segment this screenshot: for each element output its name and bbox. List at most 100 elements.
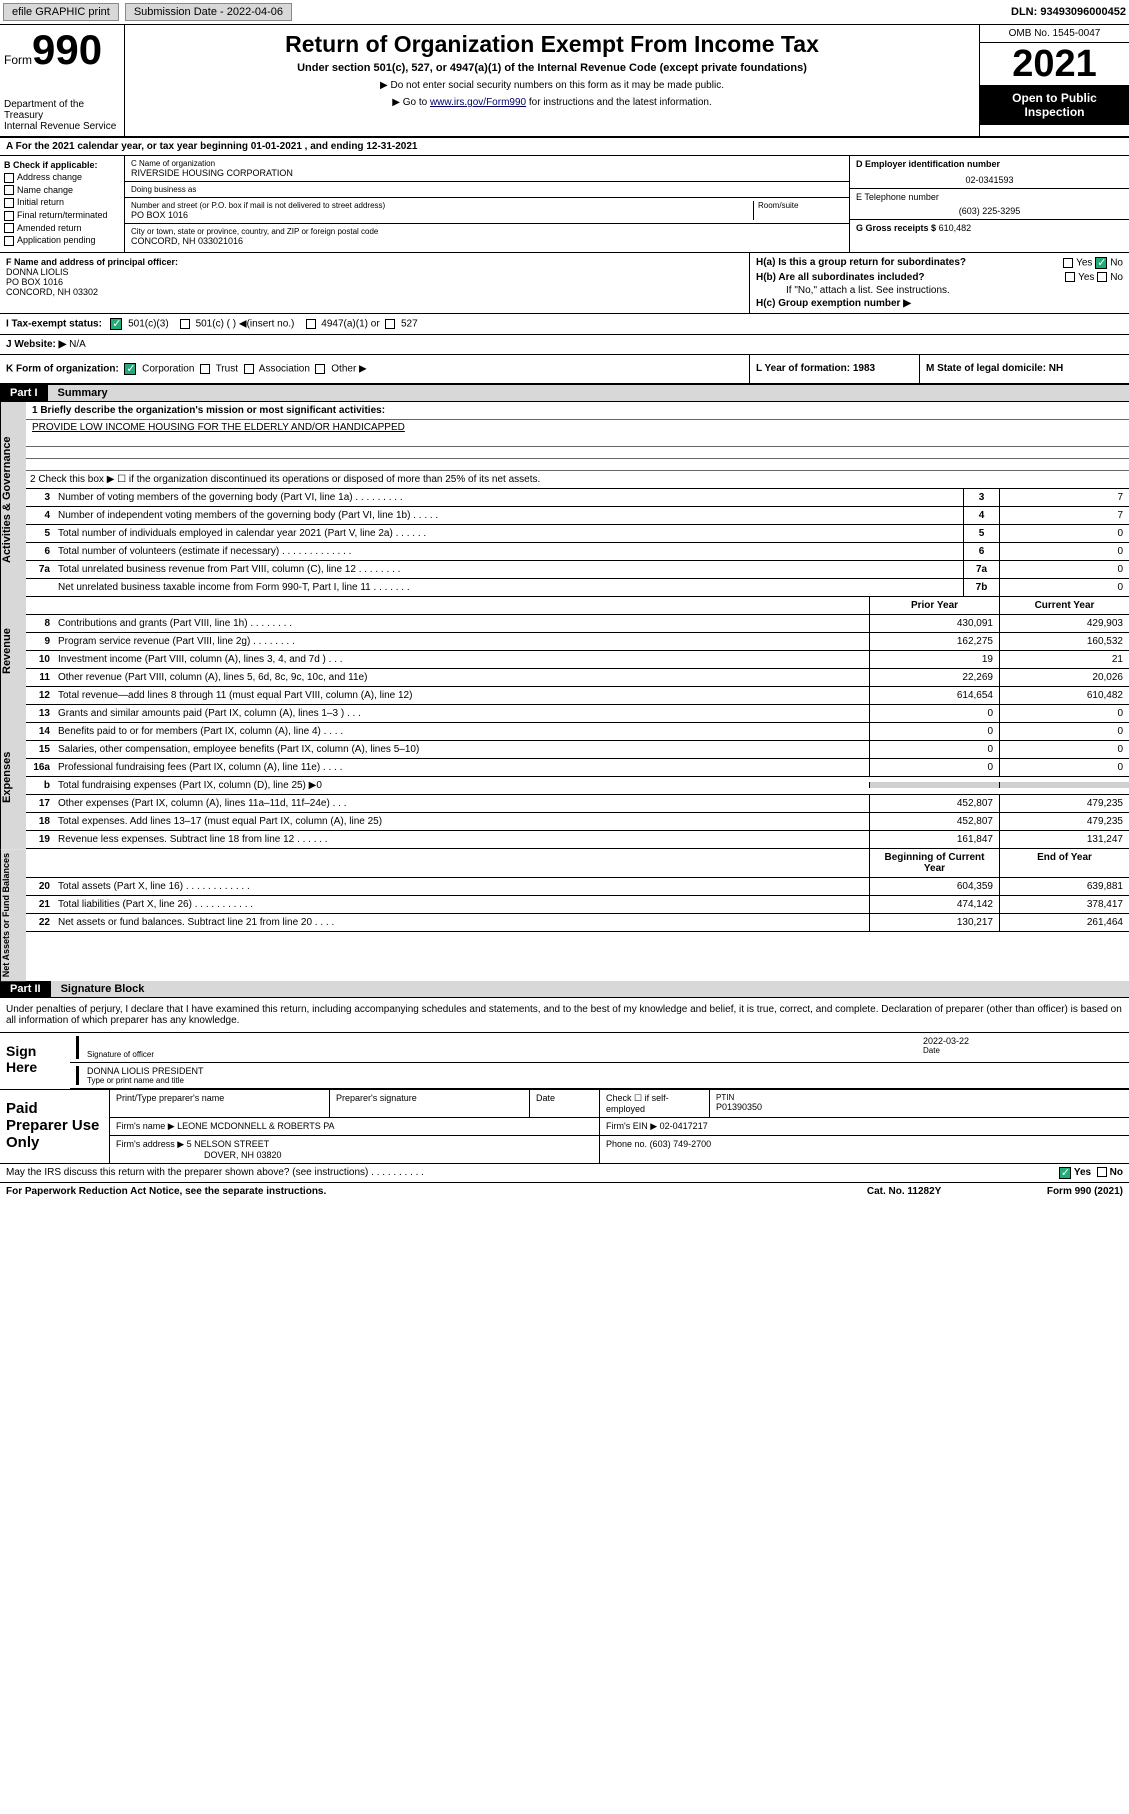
hb-yes: Yes <box>1078 272 1094 283</box>
4947-checkbox[interactable] <box>306 319 316 329</box>
discuss-no-checkbox[interactable] <box>1097 1167 1107 1177</box>
exp-line: 14Benefits paid to or for members (Part … <box>26 723 1129 741</box>
year-formation-text: L Year of formation: 1983 <box>756 363 875 374</box>
rev-line: 11Other revenue (Part VIII, column (A), … <box>26 669 1129 687</box>
group-return-block: H(a) Is this a group return for subordin… <box>749 253 1129 313</box>
gov-line: 5Total number of individuals employed in… <box>26 525 1129 543</box>
tax-year-text: A For the 2021 calendar year, or tax yea… <box>6 141 417 152</box>
gov-line: 6Total number of volunteers (estimate if… <box>26 543 1129 561</box>
col-b-title: B Check if applicable: <box>4 160 98 170</box>
form-year-block: OMB No. 1545-0047 2021 Open to Public In… <box>979 25 1129 136</box>
paid-preparer-block: Paid Preparer Use Only Print/Type prepar… <box>0 1090 1129 1164</box>
colb-checkbox[interactable] <box>4 211 14 221</box>
part1-title: Summary <box>48 385 1129 401</box>
colb-checkbox[interactable] <box>4 185 14 195</box>
part2-header: Part II Signature Block <box>0 981 1129 998</box>
firm-ein: 02-0417217 <box>660 1121 708 1131</box>
revenue-col-hdr: Prior Year Current Year <box>26 597 1129 615</box>
part2-title: Signature Block <box>51 981 1129 997</box>
ha-no-checkbox[interactable] <box>1095 257 1107 269</box>
colb-checkbox[interactable] <box>4 236 14 246</box>
department-label: Department of the Treasury Internal Reve… <box>4 99 120 132</box>
footer-left: For Paperwork Reduction Act Notice, see … <box>6 1186 867 1197</box>
side-netassets: Net Assets or Fund Balances <box>0 849 26 981</box>
org-name: RIVERSIDE HOUSING CORPORATION <box>131 168 843 178</box>
officer-addr2: CONCORD, NH 03302 <box>6 287 98 297</box>
opt-assoc: Association <box>259 363 310 374</box>
trust-checkbox[interactable] <box>200 364 210 374</box>
org-form-type: K Form of organization: Corporation Trus… <box>0 355 749 383</box>
blank-line <box>26 447 1129 459</box>
officer-label: F Name and address of principal officer: <box>6 257 178 267</box>
efile-print-button[interactable]: efile GRAPHIC print <box>3 3 119 21</box>
submission-date-button[interactable]: Submission Date - 2022-04-06 <box>125 3 292 21</box>
ein-value: 02-0341593 <box>856 175 1123 185</box>
527-checkbox[interactable] <box>385 319 395 329</box>
prep-name-hdr: Print/Type preparer's name <box>110 1090 330 1117</box>
tel-label: E Telephone number <box>856 192 1123 202</box>
hb-yes-checkbox[interactable] <box>1065 272 1075 282</box>
paid-preparer-label: Paid Preparer Use Only <box>0 1090 110 1163</box>
netassets-col-hdr: Beginning of Current Year End of Year <box>26 849 1129 878</box>
corp-checkbox[interactable] <box>124 363 136 375</box>
ha-yes-checkbox[interactable] <box>1063 258 1073 268</box>
rev-line: 10Investment income (Part VIII, column (… <box>26 651 1129 669</box>
discuss-yes: Yes <box>1074 1167 1091 1179</box>
hb-no: No <box>1110 272 1123 283</box>
addr-value: PO BOX 1016 <box>131 210 753 220</box>
side-revenue: Revenue <box>0 597 26 705</box>
hb-no-checkbox[interactable] <box>1097 272 1107 282</box>
form-org-label: K Form of organization: <box>6 363 119 374</box>
room-label: Room/suite <box>758 201 843 210</box>
irs-discuss-row: May the IRS discuss this return with the… <box>0 1164 1129 1183</box>
irs-gov-link[interactable]: www.irs.gov/Form990 <box>430 97 526 108</box>
footer-mid: Cat. No. 11282Y <box>867 1186 1047 1197</box>
501c3-checkbox[interactable] <box>110 318 122 330</box>
row-i-tax-status: I Tax-exempt status: 501(c)(3) 501(c) ( … <box>0 314 1129 335</box>
side-expenses: Expenses <box>0 705 26 849</box>
501c-checkbox[interactable] <box>180 319 190 329</box>
ptin-value: P01390350 <box>716 1102 1123 1112</box>
opt-corp: Corporation <box>142 363 194 374</box>
city-value: CONCORD, NH 033021016 <box>131 236 843 246</box>
tax-year: 2021 <box>980 43 1129 85</box>
exp-line: 19Revenue less expenses. Subtract line 1… <box>26 831 1129 849</box>
form-subtitle: Under section 501(c), 527, or 4947(a)(1)… <box>131 62 973 74</box>
state-domicile: M State of legal domicile: NH <box>919 355 1129 383</box>
ha-no: No <box>1110 257 1123 268</box>
form-title: Return of Organization Exempt From Incom… <box>131 31 973 58</box>
other-checkbox[interactable] <box>315 364 325 374</box>
irs-link-line: ▶ Go to www.irs.gov/Form990 for instruct… <box>131 97 973 108</box>
row-k-form-org: K Form of organization: Corporation Trus… <box>0 355 1129 385</box>
form-number-block: Form990 Department of the Treasury Inter… <box>0 25 125 136</box>
principal-officer: F Name and address of principal officer:… <box>0 253 749 313</box>
assoc-checkbox[interactable] <box>244 364 254 374</box>
form-label: Form <box>4 53 32 67</box>
gov-line: 3Number of voting members of the governi… <box>26 489 1129 507</box>
firm-addr2: DOVER, NH 03820 <box>116 1150 282 1160</box>
link-suffix: for instructions and the latest informat… <box>526 97 712 108</box>
discuss-yes-checkbox[interactable] <box>1059 1167 1071 1179</box>
officer-name: DONNA LIOLIS <box>6 267 69 277</box>
mission-text: PROVIDE LOW INCOME HOUSING FOR THE ELDER… <box>26 420 1129 435</box>
section-f-h: F Name and address of principal officer:… <box>0 253 1129 314</box>
ein-label: D Employer identification number <box>856 159 1000 169</box>
colb-checkbox[interactable] <box>4 223 14 233</box>
mission-label: 1 Briefly describe the organization's mi… <box>26 402 1129 420</box>
org-name-label: C Name of organization <box>131 159 843 168</box>
opt-501c: 501(c) ( ) ◀(insert no.) <box>196 318 295 329</box>
discuss-no: No <box>1110 1167 1123 1179</box>
current-year-hdr: Current Year <box>999 597 1129 614</box>
ptin-label: PTIN <box>716 1093 1123 1102</box>
part2-badge: Part II <box>0 981 51 997</box>
perjury-statement: Under penalties of perjury, I declare th… <box>0 998 1129 1033</box>
section-bcd: B Check if applicable: Address changeNam… <box>0 156 1129 253</box>
colb-checkbox[interactable] <box>4 173 14 183</box>
addr-label: Number and street (or P.O. box if mail i… <box>131 201 753 210</box>
gov-line: Net unrelated business taxable income fr… <box>26 579 1129 597</box>
colb-checkbox[interactable] <box>4 198 14 208</box>
sig-date-label: Date <box>923 1046 1123 1055</box>
officer-name-title: DONNA LIOLIS PRESIDENT <box>87 1066 1123 1076</box>
exp-line: 13Grants and similar amounts paid (Part … <box>26 705 1129 723</box>
state-domicile-text: M State of legal domicile: NH <box>926 363 1063 374</box>
